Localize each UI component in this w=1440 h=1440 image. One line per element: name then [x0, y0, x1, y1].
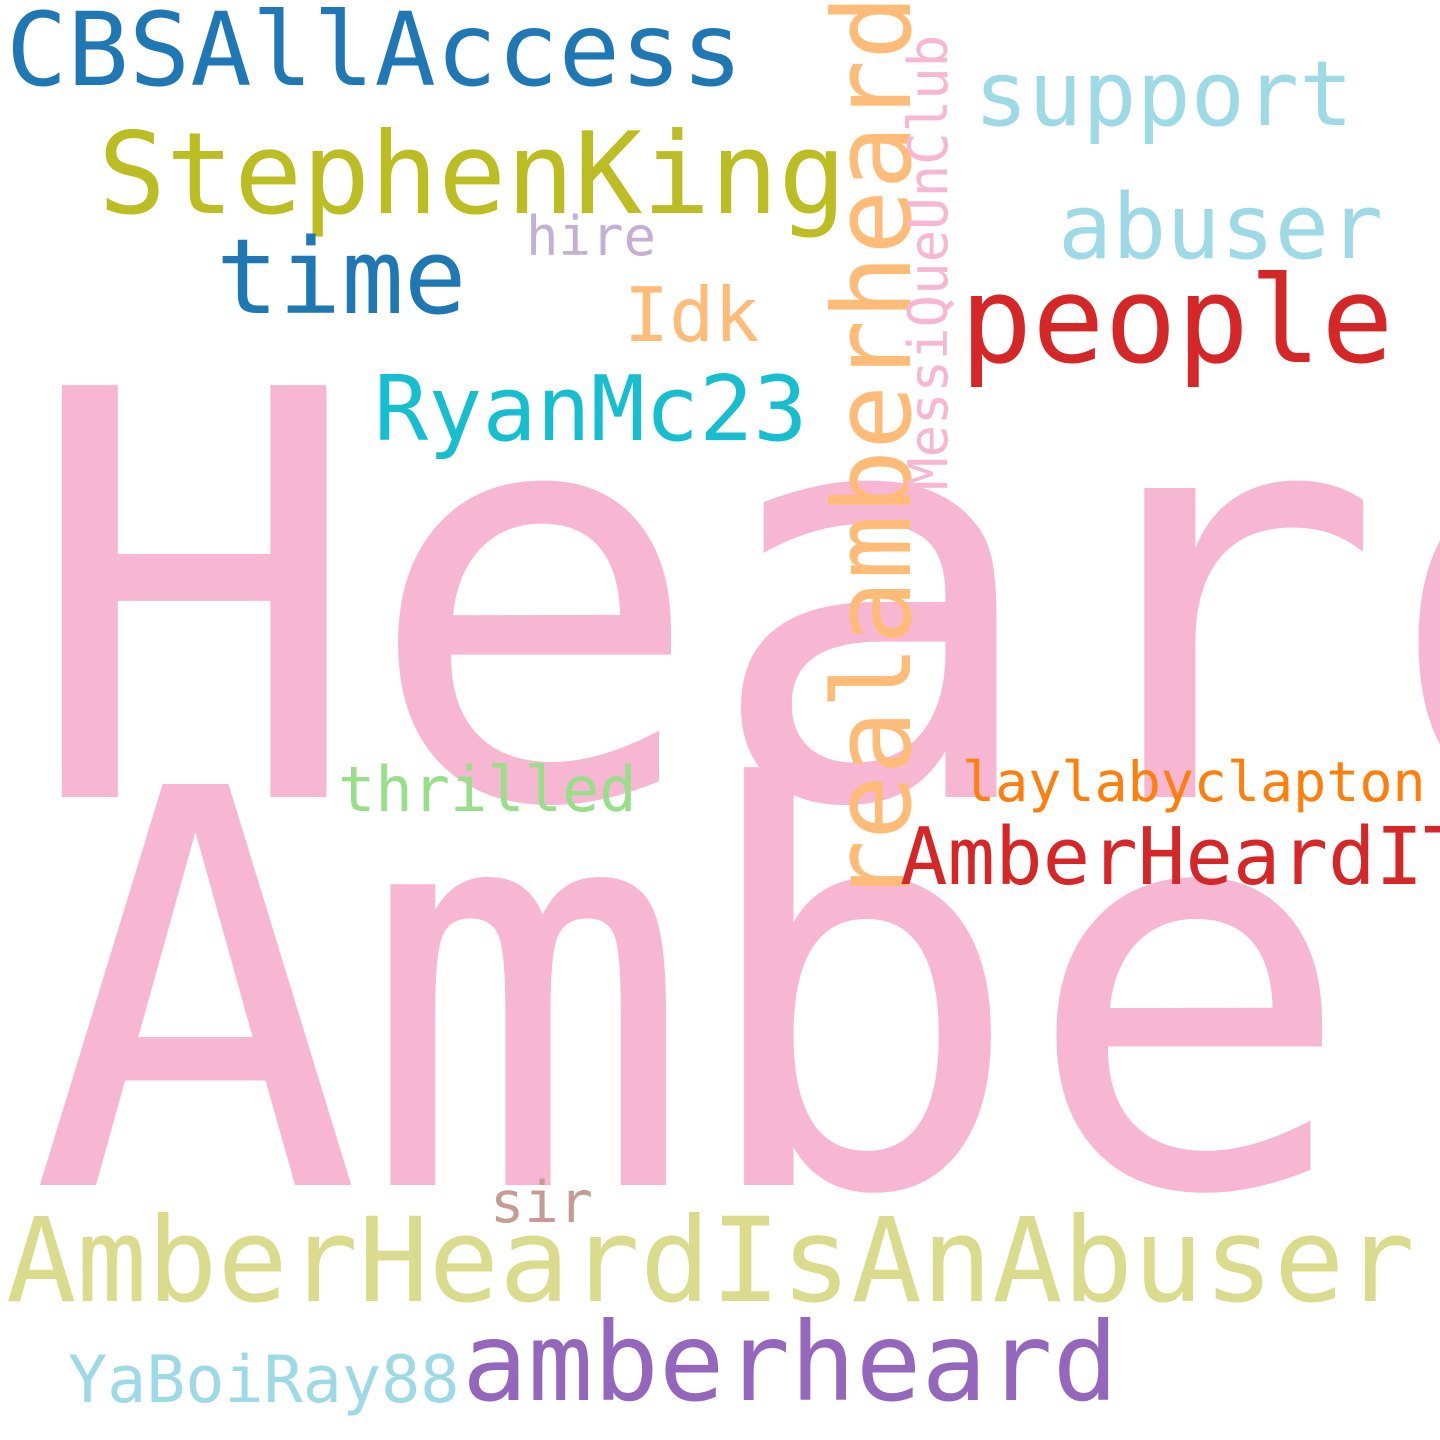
word-heard: Heard: [24, 274, 1440, 931]
word-ryanmc23: RyanMc23: [374, 357, 808, 462]
word-time: time: [216, 216, 467, 338]
word-sir: sir: [490, 1170, 593, 1236]
word-abuser: abuser: [1058, 175, 1384, 280]
word-amberheard: amberheard: [462, 1299, 1119, 1426]
word-stephenking: StephenKing: [98, 108, 847, 240]
word-messiqueunclub: MessiQueUnClub: [897, 34, 960, 490]
word-thrilled: thrilled: [338, 753, 637, 826]
word-laylabyclapton: laylabyclapton: [962, 750, 1426, 814]
word-support: support: [974, 42, 1354, 147]
word-people: people: [960, 252, 1394, 391]
word-idk: Idk: [624, 271, 760, 359]
word-cbsallaccess: CBSAllAccess: [6, 0, 743, 110]
word-amberheardisanabuser: AmberHeardIsAnAbuser: [6, 1192, 1415, 1329]
word-hire: hire: [526, 205, 657, 268]
word-amber: Amber: [30, 674, 1440, 1315]
word-yaboiray88: YaBoiRay88: [68, 1343, 460, 1418]
word-amberheardit: AmberHeardIT: [900, 811, 1440, 903]
